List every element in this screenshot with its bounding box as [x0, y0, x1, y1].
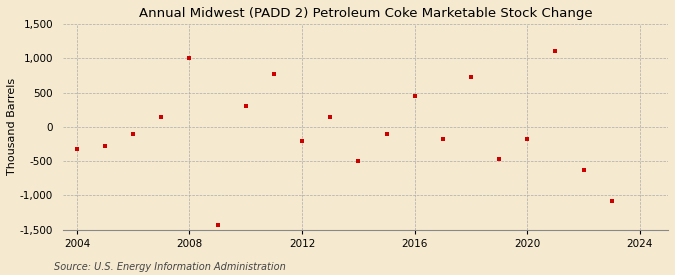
- Point: [184, 56, 195, 60]
- Point: [437, 137, 448, 141]
- Point: [212, 222, 223, 227]
- Point: [156, 114, 167, 119]
- Point: [240, 104, 251, 108]
- Point: [381, 131, 392, 136]
- Point: [466, 75, 477, 79]
- Point: [325, 114, 335, 119]
- Point: [72, 147, 82, 151]
- Point: [297, 138, 308, 143]
- Point: [128, 131, 138, 136]
- Point: [100, 144, 111, 148]
- Point: [550, 49, 561, 54]
- Title: Annual Midwest (PADD 2) Petroleum Coke Marketable Stock Change: Annual Midwest (PADD 2) Petroleum Coke M…: [138, 7, 592, 20]
- Point: [409, 94, 420, 98]
- Text: Source: U.S. Energy Information Administration: Source: U.S. Energy Information Administ…: [54, 262, 286, 272]
- Point: [353, 159, 364, 163]
- Point: [606, 198, 617, 203]
- Point: [578, 167, 589, 172]
- Point: [493, 157, 504, 162]
- Point: [269, 72, 279, 76]
- Point: [522, 137, 533, 141]
- Y-axis label: Thousand Barrels: Thousand Barrels: [7, 78, 17, 175]
- Point: [43, 65, 54, 69]
